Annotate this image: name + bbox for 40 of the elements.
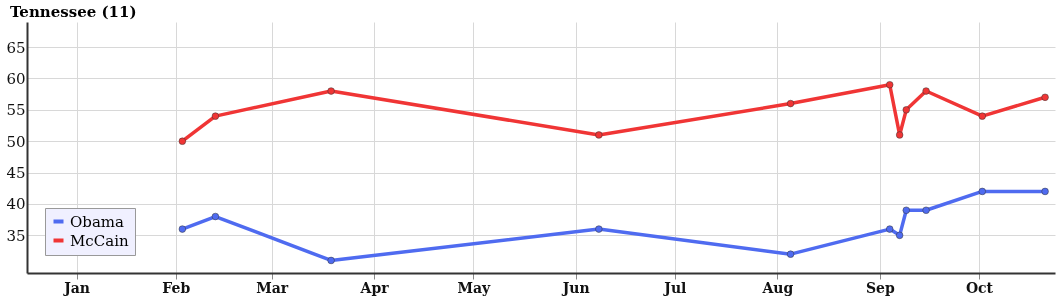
- point: [178, 137, 186, 145]
- x-tick-label: Feb: [162, 279, 191, 296]
- chart-title: Tennessee (11): [9, 3, 137, 21]
- x-tick-label: May: [457, 279, 491, 296]
- point: [786, 99, 795, 108]
- y-tick-label: 40: [6, 195, 26, 214]
- point: [922, 87, 930, 95]
- legend-label: McCain: [70, 231, 129, 250]
- y-tick-label: 50: [6, 132, 26, 151]
- point: [595, 131, 603, 139]
- point: [1041, 93, 1049, 101]
- x-tick-label: Jul: [662, 279, 687, 296]
- x-tick-label: Jan: [62, 279, 91, 296]
- y-tick-label: 60: [6, 69, 26, 88]
- x-tick-label: Mar: [256, 279, 289, 296]
- x-tick-label: Aug: [761, 279, 794, 296]
- point: [211, 112, 220, 120]
- point: [922, 206, 930, 214]
- point: [178, 225, 186, 233]
- x-tick-label: Oct: [965, 279, 994, 296]
- y-tick-label: 45: [6, 164, 26, 183]
- point: [902, 206, 910, 214]
- point: [1041, 187, 1049, 196]
- y-tick-label: 65: [6, 38, 26, 57]
- x-tick-label: Jun: [560, 279, 590, 296]
- point: [886, 225, 894, 233]
- point: [786, 250, 795, 258]
- x-tick-label: Apr: [359, 279, 390, 296]
- point: [902, 106, 910, 114]
- point: [978, 112, 986, 120]
- point: [211, 212, 220, 221]
- point: [595, 225, 603, 233]
- y-tick-label: 35: [6, 226, 26, 245]
- legend-label: Obama: [70, 212, 125, 231]
- point: [896, 131, 904, 139]
- point: [978, 187, 986, 196]
- x-tick-label: Sep: [865, 279, 895, 296]
- point: [886, 81, 894, 89]
- point: [896, 231, 904, 239]
- y-tick-label: 55: [6, 101, 26, 120]
